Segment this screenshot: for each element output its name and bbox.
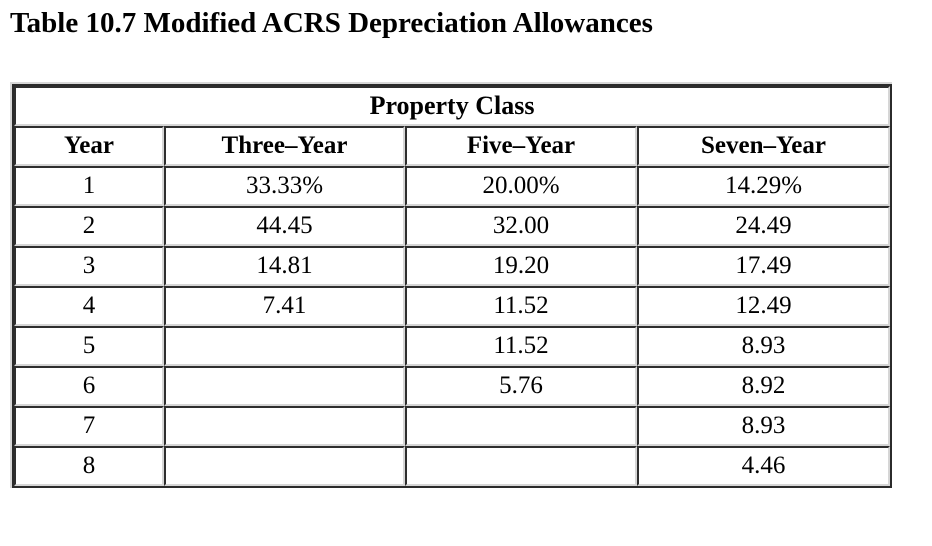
- year-cell: 3: [14, 245, 164, 286]
- year-cell: 5: [14, 325, 164, 366]
- table-row: 4 7.41 11.52 12.49: [14, 285, 891, 326]
- table-frame: Property Class Year Three–Year Five–Year…: [10, 81, 893, 488]
- seven-year-cell: 8.93: [637, 325, 891, 366]
- page-title: Table 10.7 Modified ACRS Depreciation Al…: [10, 7, 653, 39]
- column-header-row: Year Three–Year Five–Year Seven–Year: [14, 125, 891, 166]
- seven-year-cell: 17.49: [637, 245, 891, 286]
- year-cell: 1: [14, 165, 164, 206]
- five-year-cell: 11.52: [405, 325, 637, 366]
- three-year-cell: [164, 365, 405, 406]
- three-year-cell: [164, 405, 405, 446]
- year-cell: 8: [14, 445, 164, 486]
- three-year-cell: 33.33%: [164, 165, 405, 206]
- seven-year-cell: 8.93: [637, 405, 891, 446]
- column-header-three-year: Three–Year: [164, 125, 405, 166]
- five-year-cell: [405, 405, 637, 446]
- table-row: 6 5.76 8.92: [14, 365, 891, 406]
- year-cell: 2: [14, 205, 164, 246]
- three-year-cell: 14.81: [164, 245, 405, 286]
- table-row: 5 11.52 8.93: [14, 325, 891, 366]
- table-row: 3 14.81 19.20 17.49: [14, 245, 891, 286]
- column-header-five-year: Five–Year: [405, 125, 637, 166]
- five-year-cell: [405, 445, 637, 486]
- table-row: 8 4.46: [14, 445, 891, 486]
- year-cell: 4: [14, 285, 164, 326]
- five-year-cell: 19.20: [405, 245, 637, 286]
- five-year-cell: 32.00: [405, 205, 637, 246]
- column-header-year: Year: [14, 125, 164, 166]
- three-year-cell: 44.45: [164, 205, 405, 246]
- year-cell: 6: [14, 365, 164, 406]
- three-year-cell: 7.41: [164, 285, 405, 326]
- seven-year-cell: 12.49: [637, 285, 891, 326]
- three-year-cell: [164, 325, 405, 366]
- group-header-property-class: Property Class: [14, 85, 891, 126]
- column-header-seven-year: Seven–Year: [637, 125, 891, 166]
- three-year-cell: [164, 445, 405, 486]
- depreciation-table: Property Class Year Three–Year Five–Year…: [12, 83, 893, 488]
- table-body: 1 33.33% 20.00% 14.29% 2 44.45 32.00 24.49 3 14.8…: [14, 165, 891, 486]
- five-year-cell: 11.52: [405, 285, 637, 326]
- group-header-row: Property Class: [14, 85, 891, 126]
- table-row: 7 8.93: [14, 405, 891, 446]
- seven-year-cell: 24.49: [637, 205, 891, 246]
- page: Table 10.7 Modified ACRS Depreciation Al…: [10, 7, 893, 488]
- table-row: 1 33.33% 20.00% 14.29%: [14, 165, 891, 206]
- five-year-cell: 5.76: [405, 365, 637, 406]
- five-year-cell: 20.00%: [405, 165, 637, 206]
- seven-year-cell: 8.92: [637, 365, 891, 406]
- seven-year-cell: 4.46: [637, 445, 891, 486]
- table-row: 2 44.45 32.00 24.49: [14, 205, 891, 246]
- year-cell: 7: [14, 405, 164, 446]
- seven-year-cell: 14.29%: [637, 165, 891, 206]
